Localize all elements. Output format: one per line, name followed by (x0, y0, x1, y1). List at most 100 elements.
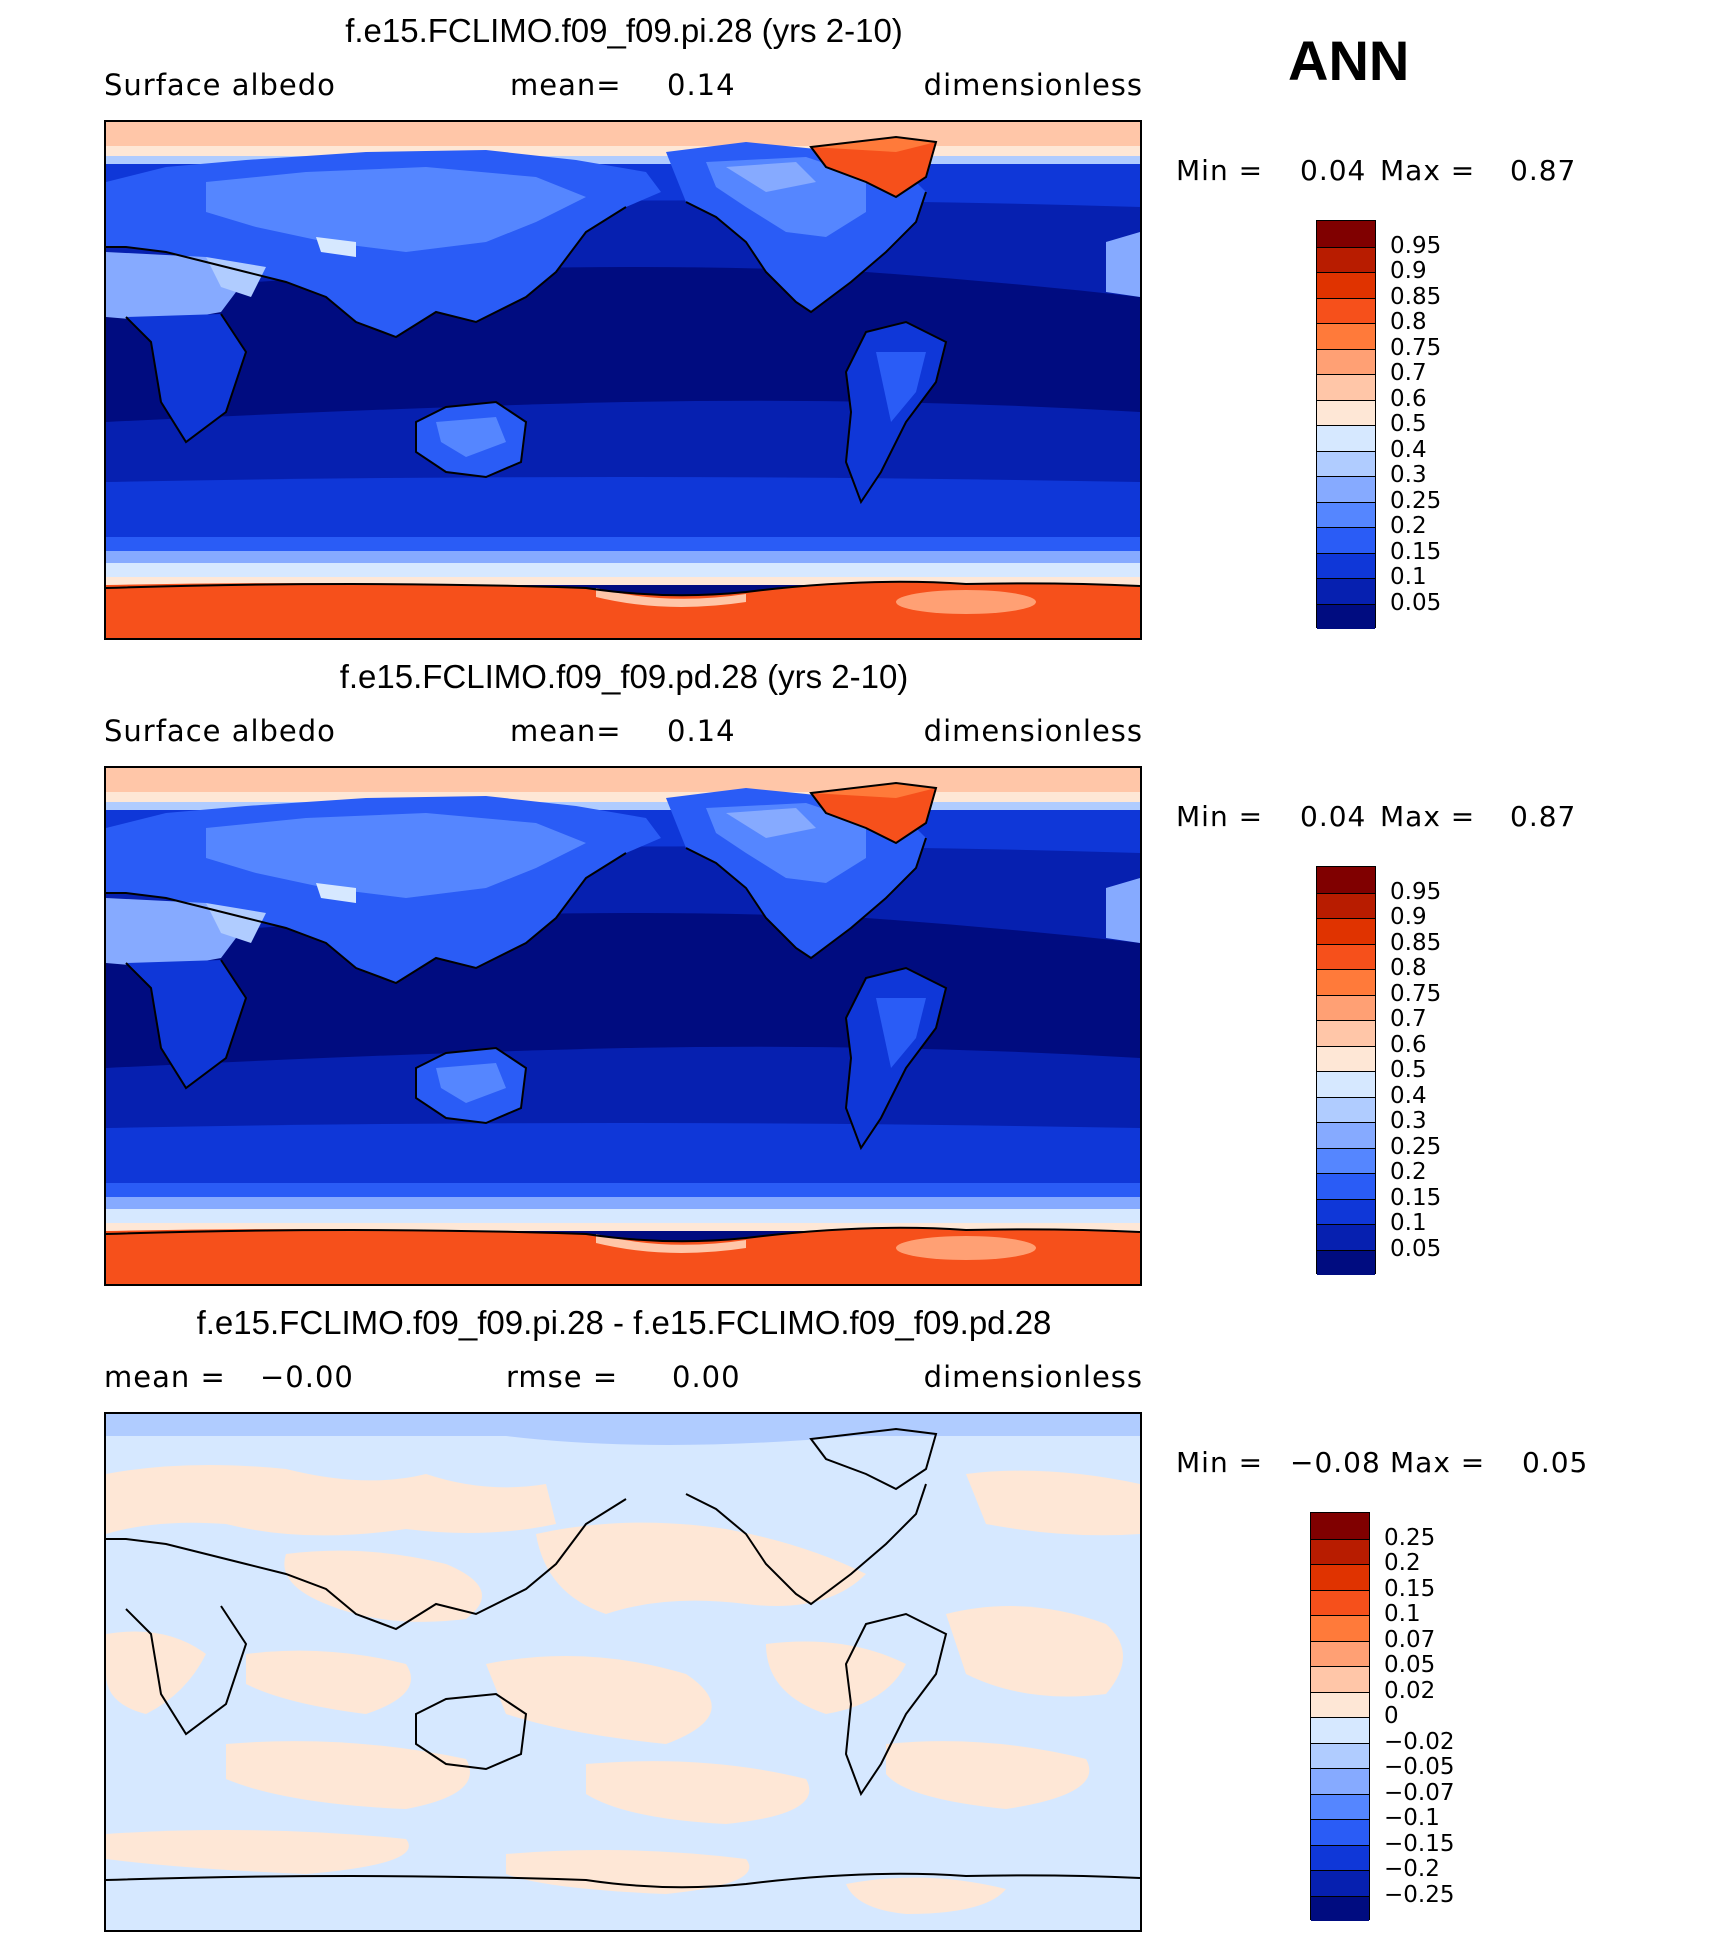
arctic-edge-2 (106, 802, 1140, 810)
sea-ice-south-4 (106, 577, 1140, 585)
colorbar-swatch (1311, 1538, 1369, 1564)
south-america-inner (876, 998, 926, 1068)
west-europe-right (1106, 232, 1140, 297)
panel-3-min-value: −0.08 (1290, 1446, 1381, 1479)
panel-2-mean-value: 0.14 (667, 714, 736, 748)
sea-ice-south-1 (106, 1183, 1140, 1197)
coastlines (106, 781, 1140, 1243)
africa-south (126, 314, 246, 442)
colorbar-swatch (1311, 1640, 1369, 1666)
colorbar-swatch (1317, 1096, 1375, 1122)
colorbar-swatch (1317, 450, 1375, 476)
antarctic-peninsula-melt (896, 590, 1036, 614)
ocean-south-subpolar (106, 477, 1140, 547)
arctic-edge-2 (106, 156, 1140, 164)
panel-3-max-value: 0.05 (1522, 1446, 1589, 1479)
colorbar-tick-label: 0.1 (1390, 1210, 1427, 1236)
colorbar-tick-label: 0.95 (1390, 878, 1442, 905)
colorbar-swatch (1311, 1564, 1369, 1590)
panel-2-max-value: 0.87 (1510, 800, 1577, 833)
colorbar-swatch (1317, 1173, 1375, 1199)
panel-2-min-value: 0.04 (1300, 800, 1367, 833)
colorbar-tick-label: 0.7 (1390, 360, 1427, 386)
colorbar-swatch (1317, 1122, 1375, 1148)
colorbar-swatch (1311, 1768, 1369, 1794)
colorbar-tick-label: 0.4 (1390, 436, 1427, 463)
colorbar-swatch (1317, 476, 1375, 502)
colorbar-strip (1316, 866, 1376, 1275)
sea-ice-south-1 (106, 537, 1140, 551)
colorbar-swatch (1317, 246, 1375, 272)
africa-south (126, 960, 246, 1088)
ocean-south-subpolar (106, 1123, 1140, 1193)
antarctica (106, 581, 1140, 638)
colorbar-tick-label: 0.6 (1390, 385, 1427, 412)
colorbar-tick-label: 0.2 (1390, 513, 1427, 539)
colorbar-tick-label: 0.15 (1384, 1575, 1436, 1602)
colorbar-tick-label: 0.05 (1390, 589, 1442, 616)
colorbar-tick-label: −0.1 (1384, 1805, 1440, 1831)
antarctic-peninsula-melt (896, 1236, 1036, 1260)
arabia (206, 903, 266, 943)
colorbar-swatch (1317, 1249, 1375, 1275)
colorbar-tick-label: 0.5 (1390, 1057, 1427, 1083)
panel-1-mean-label: mean= (510, 68, 622, 102)
panel-3-map-svg (106, 1414, 1140, 1930)
panel-2-min-label: Min = (1176, 800, 1264, 833)
colorbar-tick-label: 0.95 (1390, 232, 1442, 259)
colorbar-tick-label: 0.8 (1390, 955, 1427, 981)
colorbar-swatch (1311, 1844, 1369, 1870)
colorbar-swatch (1311, 1691, 1369, 1717)
arctic-edge (106, 146, 1140, 156)
coastlines (106, 1427, 1140, 1889)
sea-ice-south-2 (106, 1197, 1140, 1209)
ross-shelf (596, 1234, 746, 1253)
greenland (811, 783, 936, 843)
colorbar-tick-label: 0.25 (1384, 1524, 1436, 1551)
africa-sahara (106, 898, 236, 968)
colorbar-tick-label: 0.7 (1390, 1006, 1427, 1032)
colorbar-swatch (1311, 1870, 1369, 1896)
colorbar-swatch (1311, 1589, 1369, 1615)
panel-1-map-svg (106, 122, 1140, 638)
panel-1-units-label: dimensionless (923, 68, 1143, 102)
colorbar-tick-label: 0.9 (1390, 904, 1427, 930)
panel-3-mean-label: mean = (104, 1360, 226, 1394)
greenland-edge (811, 783, 936, 798)
sea-ice-south-3 (106, 563, 1140, 577)
africa-sahara (106, 252, 236, 322)
colorbar-tick-label: −0.05 (1384, 1754, 1455, 1780)
panel-1-variable-label: Surface albedo (104, 68, 336, 102)
colorbar-tick-label: 0.8 (1390, 309, 1427, 335)
arctic-ice (106, 122, 1140, 146)
colorbar-tick-label: 0.02 (1384, 1677, 1436, 1704)
colorbar-swatch (1317, 1147, 1375, 1173)
panel-2-map-svg (106, 768, 1140, 1284)
panel-1-mean-value: 0.14 (667, 68, 736, 102)
colorbar-tick-label: 0.25 (1390, 1133, 1442, 1160)
colorbar-swatch (1317, 1198, 1375, 1224)
panel-2-units-label: dimensionless (923, 714, 1143, 748)
colorbar-swatch (1311, 1513, 1369, 1539)
colorbar-swatch (1311, 1666, 1369, 1692)
colorbar-swatch (1317, 603, 1375, 629)
australia-inner (436, 417, 506, 457)
positive-anomaly-patches (106, 1465, 1140, 1914)
panel-2-variable-label: Surface albedo (104, 714, 336, 748)
colorbar-swatch (1317, 918, 1375, 944)
colorbar-tick-label: 0.15 (1390, 1184, 1442, 1211)
eurasia-inner (206, 167, 586, 252)
panel-3-rmse-value: 0.00 (672, 1360, 741, 1394)
colorbar-swatch (1317, 348, 1375, 374)
panel-1-title: f.e15.FCLIMO.f09_f09.pi.28 (yrs 2-10) (345, 12, 903, 49)
colorbar-strip (1310, 1512, 1370, 1921)
panel-3-units-label: dimensionless (923, 1360, 1143, 1394)
colorbar-swatch (1317, 1224, 1375, 1250)
colorbar-tick-label: 0.05 (1390, 1235, 1442, 1262)
panel-3-min-label: Min = (1176, 1446, 1264, 1479)
colorbar-swatch (1317, 892, 1375, 918)
colorbar-swatch (1317, 501, 1375, 527)
greenland-edge (811, 137, 936, 152)
colorbar-strip (1316, 220, 1376, 629)
colorbar-tick-label: 0.9 (1390, 258, 1427, 284)
